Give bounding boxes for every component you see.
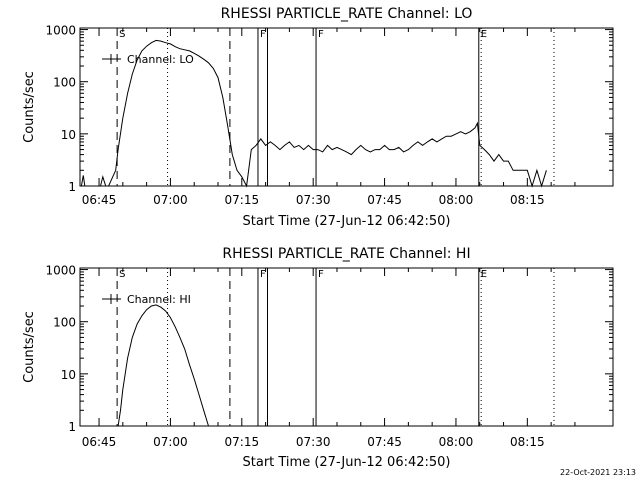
panel-lo: RHESSI PARTICLE_RATE Channel: LO 1 10 100 10… [22,6,614,229]
y-tick-label: 10 [61,128,76,142]
y-axis-label: Counts/sec [22,311,37,383]
x-tick-label: 06:45 [82,435,117,449]
flag-label: F [318,269,324,280]
timestamp: 22-Oct-2021 23:13 [560,468,636,477]
x-tick-label: 07:45 [367,193,402,207]
x-tick-label: 07:15 [225,193,260,207]
legend-label: Channel: HI [127,293,191,306]
y-tick-label: 10 [61,368,76,382]
y-tick-label: 1000 [45,24,76,38]
plot-frame [79,267,614,427]
x-tick-label: 06:45 [82,193,117,207]
x-tick-label: 07:15 [225,435,260,449]
series-line [117,304,209,427]
flag-label: F [318,29,324,40]
x-tick-label: 07:30 [296,435,331,449]
x-axis-label: Start Time (27-Jun-12 06:42:50) [243,214,451,229]
flag-label: F [260,29,266,40]
y-tick-label: 100 [53,316,76,330]
panel-hi: RHESSI PARTICLE_RATE Channel: HI 1 10 100 10… [22,246,614,470]
x-tick-label: 07:30 [296,193,331,207]
series-line [80,39,547,188]
chart-title: RHESSI PARTICLE_RATE Channel: HI [222,246,470,262]
x-tick-label: 08:15 [510,435,545,449]
x-tick-label: 07:00 [153,435,188,449]
flag-label: E [481,269,487,280]
flag-label: S [119,29,125,40]
flag-label: E [481,29,487,40]
x-tick-label: 08:00 [439,193,474,207]
legend-label: Channel: LO [127,53,194,66]
x-tick-label: 07:45 [367,435,402,449]
y-tick-label: 1 [68,180,76,194]
chart-title: RHESSI PARTICLE_RATE Channel: LO [221,6,473,22]
x-tick-label: 08:00 [439,435,474,449]
y-tick-label: 100 [53,76,76,90]
y-axis-label: Counts/sec [22,71,37,143]
y-tick-label: 1 [68,420,76,434]
y-tick-label: 1000 [45,264,76,278]
x-axis-label: Start Time (27-Jun-12 06:42:50) [243,455,451,470]
plot-frame [79,27,614,187]
flag-label: S [119,269,125,280]
x-tick-label: 07:00 [153,193,188,207]
x-tick-label: 08:15 [510,193,545,207]
flag-label: F [260,269,266,280]
